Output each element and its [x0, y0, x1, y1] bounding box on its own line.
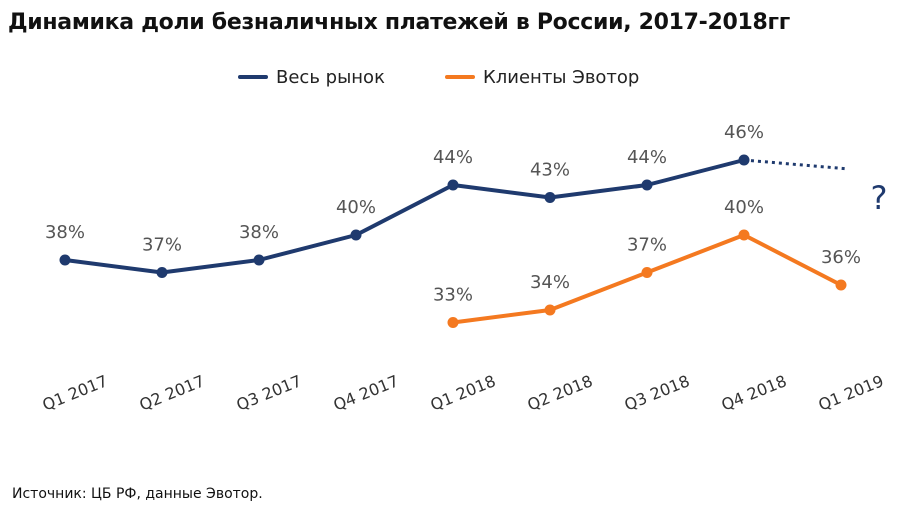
x-tick-label-0: Q1 2017	[40, 371, 111, 414]
legend-swatch-market	[238, 75, 268, 79]
data-label-0-1: 37%	[142, 235, 182, 256]
legend-label-market: Весь рынок	[276, 66, 385, 88]
data-label-0-5: 43%	[530, 160, 570, 181]
data-point-0-5	[544, 192, 556, 203]
x-tick-label-6: Q3 2018	[622, 371, 693, 414]
source-note: Источник: ЦБ РФ, данные Эвотор.	[12, 486, 263, 502]
data-point-0-2	[253, 254, 265, 266]
legend-item-evotor: Клиенты Эвотор	[445, 63, 639, 91]
chart-title: Динамика доли безналичных платежей в Рос…	[8, 10, 790, 35]
data-point-0-7	[738, 154, 750, 166]
data-label-0-7: 46%	[724, 122, 764, 143]
x-tick-label-7: Q4 2018	[719, 371, 790, 414]
data-label-0-6: 44%	[627, 147, 667, 168]
legend: Весь рынок Клиенты Эвотор	[0, 63, 914, 91]
data-point-0-3	[350, 229, 362, 241]
x-tick-label-3: Q4 2017	[331, 371, 402, 414]
data-label-0-2: 38%	[239, 222, 279, 243]
data-label-1-8: 36%	[821, 247, 861, 268]
data-label-0-4: 44%	[433, 147, 473, 168]
data-point-0-0	[59, 254, 71, 266]
data-point-1-5	[544, 304, 556, 316]
data-label-1-7: 40%	[724, 197, 764, 218]
data-point-0-6	[641, 179, 653, 191]
data-label-1-6: 37%	[627, 235, 667, 256]
data-label-1-4: 33%	[433, 285, 473, 306]
x-tick-label-5: Q2 2018	[525, 371, 596, 414]
x-tick-label-1: Q2 2017	[137, 371, 208, 414]
data-point-1-4	[447, 317, 459, 328]
data-point-1-7	[738, 229, 750, 241]
data-point-1-8	[835, 279, 847, 291]
x-tick-label-2: Q3 2017	[234, 371, 305, 414]
forecast-line	[743, 158, 847, 171]
data-label-1-5: 34%	[530, 272, 570, 293]
data-label-0-3: 40%	[336, 197, 376, 218]
legend-label-evotor: Клиенты Эвотор	[483, 66, 640, 88]
forecast-question-mark: ?	[871, 179, 888, 217]
x-tick-label-4: Q1 2018	[428, 371, 499, 414]
series-line-0	[63, 158, 746, 275]
data-point-0-4	[447, 179, 459, 191]
legend-item-market: Весь рынок	[238, 63, 385, 91]
data-label-0-0: 38%	[45, 222, 85, 243]
legend-swatch-evotor	[445, 75, 475, 79]
x-tick-label-8: Q1 2019	[816, 371, 887, 414]
data-point-0-1	[156, 267, 168, 278]
data-point-1-6	[641, 267, 653, 278]
